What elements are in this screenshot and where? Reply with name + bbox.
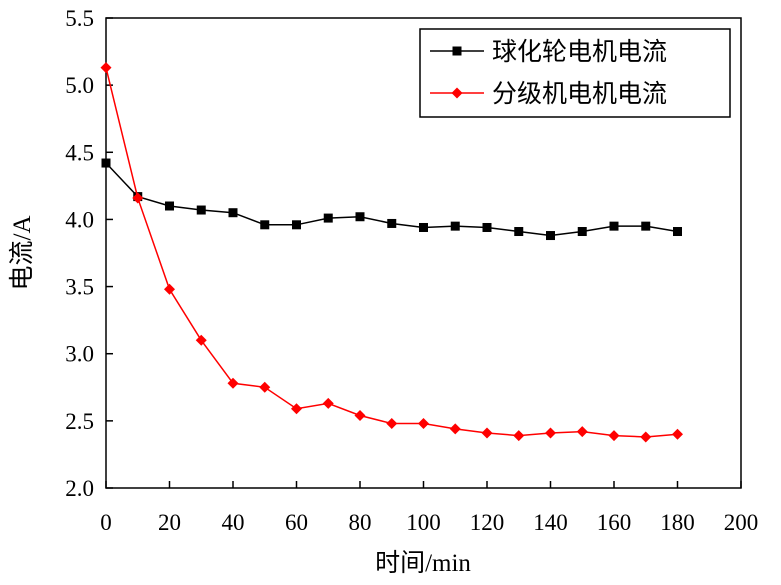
data-point [100,62,112,74]
legend-label: 球化轮电机电流 [492,38,667,66]
y-axis: 2.0 2.5 3.0 3.5 4.0 4.5 5.0 5.5 [65,6,113,501]
x-tick-label: 140 [533,510,568,535]
y-axis-title: 电流/A [8,215,36,290]
data-point [514,227,524,237]
data-point [195,334,207,346]
data-point [165,201,174,211]
data-point [608,430,620,442]
data-point [227,377,239,389]
data-point [545,427,556,439]
data-point [673,227,682,237]
y-tick-label: 5.5 [65,6,94,31]
data-point [546,231,555,241]
data-point [387,218,397,228]
data-point [323,213,333,223]
x-tick-label: 100 [406,510,441,535]
y-tick-label: 4.0 [65,207,94,232]
data-point [355,212,365,222]
legend-label: 分级机电机电流 [492,80,667,108]
data-point [672,428,683,440]
legend-item-1: 球化轮电机电流 [430,38,667,66]
data-point [132,192,144,204]
y-tick-label: 2.0 [65,476,94,501]
data-point [260,220,270,230]
data-point [450,221,460,231]
x-tick-label: 40 [222,510,245,535]
data-point [577,227,587,237]
data-point [322,397,334,409]
data-point [292,220,301,230]
data-point [641,221,651,231]
data-point [418,418,429,430]
x-axis-title: 时间/min [375,549,471,577]
data-point [196,205,206,215]
x-tick-label: 180 [660,510,695,535]
data-point [609,221,619,231]
series-line [105,67,678,438]
data-point [576,426,588,438]
x-tick-label: 20 [158,510,181,535]
x-tick-label: 200 [724,510,759,535]
y-tick-label: 5.0 [65,73,94,98]
data-point [228,208,238,218]
data-point [164,283,175,295]
legend-marker [452,46,462,56]
x-tick-label: 120 [470,510,505,535]
data-point [101,158,111,168]
legend-box [419,28,731,118]
data-point [386,418,398,430]
x-tick-label: 60 [285,510,308,535]
data-point [449,423,461,435]
data-point [419,222,428,232]
x-tick-label: 160 [597,510,632,535]
data-point [513,430,525,442]
data-point [640,431,652,443]
data-point [354,409,366,421]
y-tick-label: 3.5 [65,275,94,300]
x-tick-label: 0 [100,510,112,535]
legend-marker [451,87,463,99]
x-tick-label: 80 [349,510,372,535]
data-point [481,427,493,439]
y-tick-label: 2.5 [65,409,94,434]
series-1 [101,158,682,241]
series-layer [100,62,683,443]
series-2 [100,62,683,443]
legend-item-2: 分级机电机电流 [430,80,667,108]
data-point [291,403,302,415]
y-tick-label: 4.5 [65,140,94,165]
y-tick-label: 3.0 [65,342,94,367]
data-point [259,381,271,393]
data-point [482,222,492,232]
x-axis: 0 20 40 60 80 100 120 140 160 180 200 [100,481,758,535]
